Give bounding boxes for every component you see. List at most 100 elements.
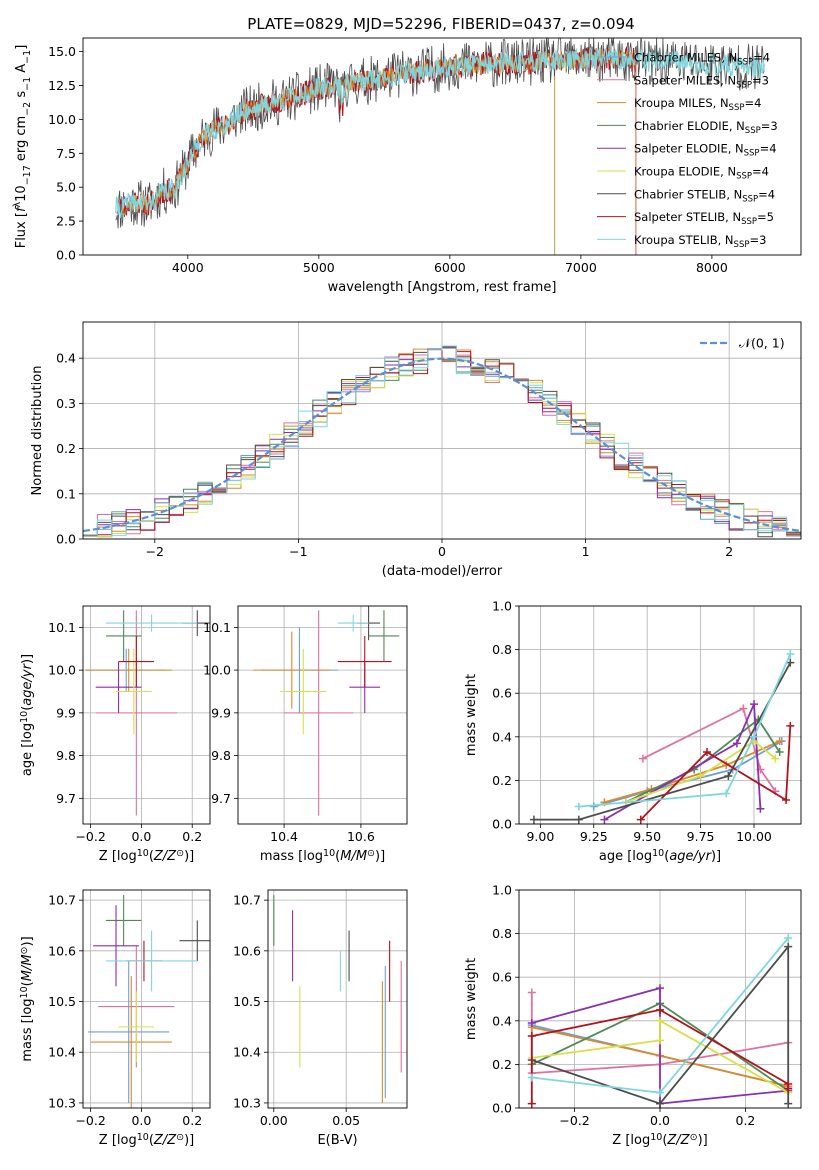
y-tick-label: 9.9: [56, 705, 76, 720]
figure-title: PLATE=0829, MJD=52296, FIBERID=0437, z=0…: [247, 15, 634, 33]
weight-point: [574, 815, 583, 824]
y-tick-label: 1.0: [492, 883, 512, 898]
x-tick-label: 0.2: [736, 1113, 756, 1128]
y-tick-label: 0.1: [56, 486, 76, 501]
weight-point: [574, 802, 583, 811]
x-tick-label: 9.50: [633, 829, 661, 844]
legend-entry: 𝒩(0, 1): [739, 336, 785, 351]
weight-line: [625, 718, 781, 804]
weight-point: [784, 1084, 793, 1093]
weight-point: [529, 815, 538, 824]
weight-line: [625, 740, 776, 804]
axis-label-part: (: [335, 849, 340, 864]
x-tick-label: 9.75: [687, 829, 715, 844]
weight-line: [534, 662, 792, 821]
age-vs-mass-chart: 10.4 10.6 9.7 9.8 9.9 10.0 10.1 mass [log10(M/M…: [203, 605, 408, 864]
weight-point: [589, 802, 598, 811]
x-axis-label: age [log10(age/yr)]: [599, 848, 721, 864]
residuals-chart: −2 −1 0 1 2 0.0 0.1 0.2 0.3 0.4 (data-model)/error…: [30, 321, 802, 579]
y-tick-label: 9.7: [56, 791, 76, 806]
y-axis-label-part: f: [14, 205, 29, 212]
axis-label-part: Z/Z: [666, 1133, 690, 1148]
x-tick-label: 10.00: [736, 829, 772, 844]
y-axis-label: Flux [fλ10−17 erg cm−2 s−1 A−1]: [12, 45, 33, 249]
y-tick-label: 0.6: [492, 970, 512, 985]
y-tick-label: 0.0: [56, 248, 76, 263]
x-tick-label: 4000: [172, 260, 204, 275]
y-axis-label: mass weight: [464, 958, 479, 1040]
y-tick-label: 9.8: [56, 748, 76, 763]
weight-line: [578, 653, 792, 808]
x-axis-label: wavelength [Angstrom, rest frame]: [328, 280, 557, 295]
x-axis-label: Z [log10(Z/Z⊙)]: [99, 1132, 194, 1148]
x-tick-label: 10.6: [347, 829, 375, 844]
y-tick-label: 12.5: [48, 78, 76, 93]
y-axis-label-part: erg cm: [14, 116, 29, 165]
plot-frame: [82, 321, 802, 540]
axis-label-part: Z/Z: [153, 849, 177, 864]
weight-point: [656, 1005, 664, 1014]
weight-point: [656, 1088, 664, 1097]
legend-entry: Chabrier STELIB, NSSP=4: [634, 187, 775, 204]
normal-curve: [82, 357, 802, 533]
axis-label-part: 10: [137, 1132, 149, 1143]
axis-label-part: )]: [375, 849, 385, 864]
x-tick-label: 8000: [696, 260, 728, 275]
y-tick-label: 10.5: [48, 994, 76, 1009]
weight-point: [527, 988, 536, 997]
weight-point: [527, 1099, 536, 1108]
y-tick-label: 0.6: [492, 686, 512, 701]
y-tick-label: 10.6: [48, 943, 76, 958]
x-tick-label: 10.4: [270, 829, 298, 844]
y-axis-label-part: A: [14, 64, 29, 77]
y-axis-label: mass weight: [464, 674, 479, 756]
axis-label-part: )]: [184, 849, 194, 864]
y-tick-label: 15.0: [48, 44, 76, 59]
weight-point: [750, 700, 758, 709]
x-axis-label: (data-model)/error: [382, 564, 503, 579]
y-axis-label-part: −2: [22, 102, 33, 116]
axis-label-part: 10: [323, 848, 335, 859]
plot-frame: [518, 605, 802, 825]
x-tick-label: 1: [582, 544, 590, 559]
y-tick-label: 10.3: [233, 1095, 261, 1110]
weight-point: [722, 789, 731, 798]
x-tick-label: 9.25: [580, 829, 608, 844]
x-tick-label: 0.0: [131, 1113, 151, 1128]
y-tick-label: 0.8: [492, 926, 512, 941]
y-tick-label: 10.4: [48, 1045, 76, 1060]
y-axis-label-part: λ: [12, 201, 23, 207]
legend-entry: Kroupa STELIB, NSSP=3: [634, 233, 766, 250]
age-vs-metallicity-chart: −0.2 0.0 0.29.79.89.910.010.1Z [log10(Z/Z⊙…: [19, 605, 211, 864]
axis-label-part: (: [662, 1133, 667, 1148]
y-tick-label: 0.2: [492, 1057, 512, 1072]
x-tick-label: 9.00: [526, 829, 554, 844]
axis-label-part: 10: [652, 848, 664, 859]
axis-label-part: ⊙: [176, 1132, 184, 1143]
residual-histogram: [83, 348, 801, 537]
residual-histogram: [83, 349, 801, 536]
y-tick-label: 2.5: [56, 214, 76, 229]
plot-frame: [82, 37, 802, 256]
axis-label-part: ⊙: [176, 848, 184, 859]
x-tick-label: −0.2: [559, 1113, 589, 1128]
axis-label-part: Z [log: [612, 1133, 650, 1148]
y-axis-label: mass [log10(M/M⊙)]: [19, 936, 35, 1061]
x-tick-label: −0.2: [75, 1113, 105, 1128]
plot-frame: [267, 889, 408, 1109]
axis-label-part: Z [log: [99, 1133, 137, 1148]
weight-point: [739, 704, 748, 713]
x-tick-label: −2: [146, 544, 164, 559]
y-tick-label: 0.2: [492, 773, 512, 788]
y-axis-label-part: ]: [14, 45, 29, 50]
weight-point: [527, 1032, 536, 1041]
axis-label-part: age/yr: [20, 662, 35, 705]
y-tick-label: 10.0: [203, 663, 231, 678]
weight-point: [784, 942, 793, 951]
x-axis-label: mass [log10(M/M⊙)]: [260, 848, 385, 864]
weight-point: [786, 658, 795, 667]
y-axis-label-part: 10: [14, 185, 29, 202]
axis-label-part: )]: [711, 849, 721, 864]
legend-entry: Chabrier ELODIE, NSSP=3: [634, 119, 778, 136]
axis-label-part: (: [20, 981, 35, 986]
